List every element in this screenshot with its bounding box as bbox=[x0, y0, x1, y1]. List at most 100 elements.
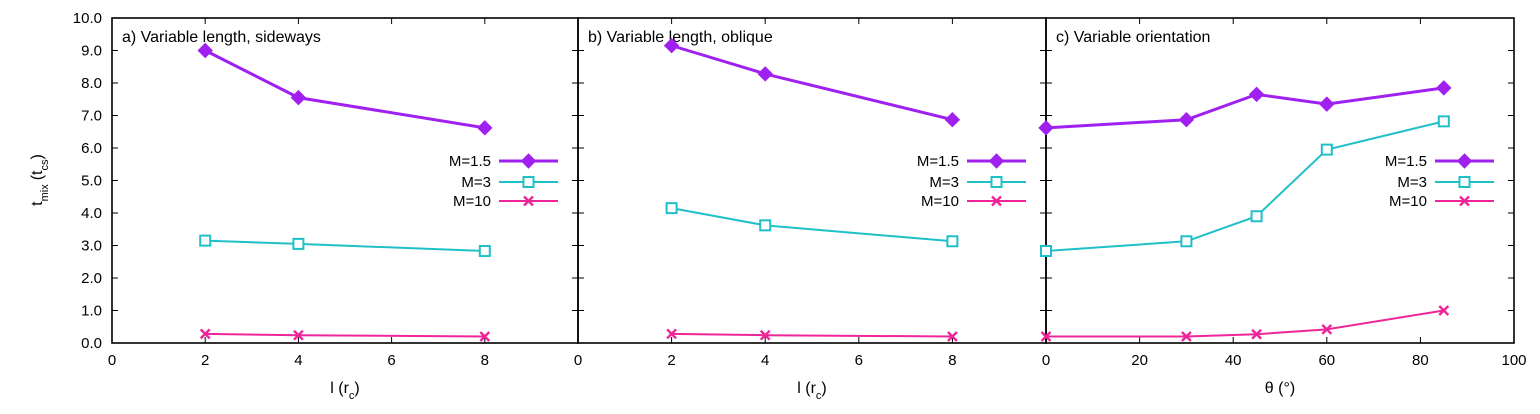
data-point bbox=[1319, 96, 1335, 112]
x-axis-label-sub: c bbox=[349, 390, 355, 402]
x-tick-label: 80 bbox=[1412, 352, 1429, 369]
x-tick-label: 6 bbox=[387, 352, 395, 369]
series-m-3 bbox=[665, 202, 959, 248]
series-line bbox=[671, 207, 953, 243]
data-point bbox=[477, 120, 493, 136]
series-line bbox=[1046, 309, 1444, 338]
series-line bbox=[204, 49, 486, 130]
data-point bbox=[1320, 143, 1333, 156]
y-tick-label: 5.0 bbox=[81, 173, 102, 190]
plot-frame bbox=[1045, 17, 1515, 344]
y-tick-label: 4.0 bbox=[81, 205, 102, 222]
data-point bbox=[1436, 80, 1452, 96]
legend-marker bbox=[1456, 153, 1473, 169]
y-tick-label: 10.0 bbox=[73, 10, 102, 27]
data-point bbox=[1251, 328, 1262, 340]
legend-label: M=3 bbox=[929, 174, 959, 191]
x-tick-label: 6 bbox=[855, 352, 863, 369]
data-point bbox=[478, 245, 491, 258]
data-point bbox=[757, 66, 773, 82]
data-point bbox=[947, 331, 958, 342]
y-axis-label-main: t bbox=[29, 201, 46, 206]
panel-title: a) Variable length, sideways bbox=[122, 29, 321, 46]
legend-marker bbox=[991, 195, 1002, 207]
x-axis-label-sub: c bbox=[816, 390, 822, 402]
series-m-3 bbox=[1040, 115, 1450, 258]
legend: M=1.5 M=3 M=10 bbox=[1385, 153, 1494, 210]
x-axis-label-main: l (r bbox=[330, 380, 349, 397]
x-tick-label: 4 bbox=[294, 352, 302, 369]
data-point bbox=[1437, 115, 1450, 128]
legend-marker bbox=[1459, 195, 1470, 207]
y-tick-label: 7.0 bbox=[81, 108, 102, 125]
panel-title: c) Variable orientation bbox=[1056, 29, 1210, 46]
series-m-1-5 bbox=[1038, 80, 1452, 136]
series-line bbox=[671, 332, 953, 338]
data-point bbox=[1040, 245, 1052, 258]
data-point bbox=[759, 219, 772, 232]
data-point bbox=[199, 328, 211, 340]
series-line bbox=[671, 44, 953, 122]
x-tick-label: 0 bbox=[108, 352, 116, 369]
x-axis-label: l (rc) bbox=[797, 380, 826, 402]
data-point bbox=[199, 234, 212, 247]
data-point bbox=[1438, 305, 1450, 316]
x-tick-label: 8 bbox=[948, 352, 956, 369]
data-point bbox=[1321, 324, 1333, 335]
series-line bbox=[1045, 86, 1445, 130]
y-tick-label: 0.0 bbox=[81, 335, 102, 352]
legend-label: M=10 bbox=[1389, 193, 1427, 210]
panel-title: b) Variable length, oblique bbox=[588, 29, 773, 46]
panel-a: 0.0 1.0 2.0 3.0 4.0 5.0 6.0 7.0 8.0 9.0 10.0 0 2 4 6 8 a… bbox=[73, 10, 579, 402]
x-axis-label-main: l (r bbox=[797, 380, 816, 397]
legend-marker bbox=[520, 153, 537, 169]
legend-marker bbox=[1458, 176, 1471, 188]
legend-label: M=10 bbox=[921, 193, 959, 210]
x-axis-label-main: θ (°) bbox=[1265, 380, 1295, 397]
data-point bbox=[197, 42, 213, 59]
x-tick-label: 100 bbox=[1501, 352, 1526, 369]
panel-c: 0 20 40 60 80 100 c) Variable orientation θ (°)… bbox=[1038, 17, 1527, 397]
x-axis-label: θ (°) bbox=[1265, 380, 1295, 397]
data-point bbox=[293, 329, 304, 341]
series-m-1-5 bbox=[197, 42, 493, 136]
data-point bbox=[759, 329, 771, 341]
series-line bbox=[205, 332, 485, 338]
y-axis-label-unit-sub: cs bbox=[39, 159, 51, 171]
x-tick-label: 60 bbox=[1318, 352, 1335, 369]
data-point bbox=[663, 37, 680, 54]
data-point bbox=[946, 235, 959, 248]
y-axis-label-sub: mix bbox=[39, 184, 51, 202]
legend: M=1.5 M=3 M=10 bbox=[449, 153, 558, 210]
y-tick-label: 1.0 bbox=[81, 303, 102, 320]
legend-marker bbox=[522, 176, 535, 188]
legend-label: M=1.5 bbox=[449, 153, 491, 170]
legend-label: M=3 bbox=[461, 174, 491, 191]
y-axis-label-unit-close: ) bbox=[29, 154, 46, 159]
x-tick-label: 20 bbox=[1131, 352, 1148, 369]
y-tick-label: 6.0 bbox=[81, 140, 102, 157]
series-line bbox=[1045, 120, 1445, 253]
legend-marker bbox=[990, 176, 1003, 188]
legend-label: M=10 bbox=[453, 193, 491, 210]
legend-marker bbox=[523, 195, 534, 207]
data-point bbox=[666, 328, 677, 340]
x-axis-label-close: ) bbox=[821, 380, 826, 397]
x-tick-label: 2 bbox=[201, 352, 209, 369]
data-point bbox=[944, 112, 961, 128]
plot-frame bbox=[111, 17, 579, 344]
x-tick-label: 0 bbox=[1042, 352, 1050, 369]
data-point bbox=[1248, 86, 1265, 103]
series-m-10 bbox=[666, 328, 958, 342]
y-tick-label: 3.0 bbox=[81, 238, 102, 255]
legend-marker bbox=[988, 153, 1005, 169]
series-m-3 bbox=[199, 234, 491, 258]
x-tick-label: 2 bbox=[667, 352, 675, 369]
y-tick-label: 8.0 bbox=[81, 75, 102, 92]
data-point bbox=[479, 331, 491, 342]
data-point bbox=[1180, 235, 1193, 248]
series-m-1-5 bbox=[663, 37, 961, 128]
y-tick-label: 9.0 bbox=[81, 43, 102, 60]
plot-frame bbox=[577, 17, 1047, 344]
